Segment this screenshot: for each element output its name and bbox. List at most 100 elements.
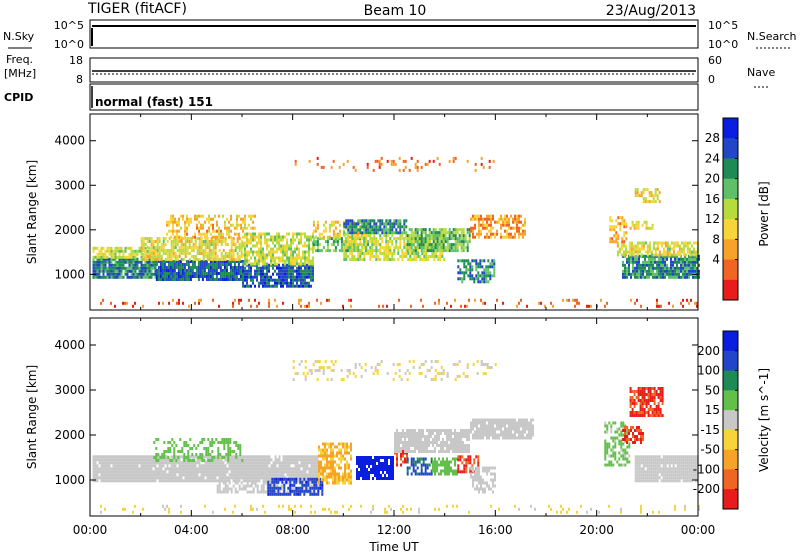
power-cell (385, 240, 388, 243)
power-cell (286, 272, 288, 276)
power-cell (478, 226, 480, 230)
power-cell (254, 275, 256, 279)
velocity-cell (322, 466, 324, 470)
velocity-cell (338, 481, 340, 485)
power-cell (620, 247, 623, 251)
power-cell (448, 237, 451, 241)
power-cell (288, 259, 290, 263)
power-cell (457, 271, 460, 275)
power-cell (634, 244, 637, 248)
power-cell (488, 235, 490, 239)
power-cell (161, 263, 164, 266)
velocity-cell (206, 461, 209, 465)
velocity-cell (140, 464, 143, 468)
velocity-cell (304, 455, 307, 459)
power-cell (377, 219, 380, 223)
power-cell (242, 235, 244, 239)
power-cell (230, 255, 233, 258)
power-cell (248, 241, 250, 245)
velocity-cell (315, 483, 318, 487)
power-cell (652, 263, 654, 267)
power-cell (232, 223, 234, 227)
power-cell (230, 252, 233, 255)
power-cell (399, 231, 402, 235)
power-cell (682, 304, 684, 308)
power-cell (463, 262, 466, 266)
power-cell (146, 275, 149, 279)
power-cell (648, 263, 650, 267)
power-cell (512, 235, 514, 239)
power-cell (343, 243, 346, 246)
power-cell (302, 262, 304, 266)
velocity-cell (288, 458, 291, 462)
power-cell (332, 159, 335, 163)
velocity-cell (140, 461, 143, 465)
power-cell (682, 263, 684, 267)
velocity-cell (299, 492, 302, 496)
power-cell (182, 243, 185, 246)
velocity-cell (264, 473, 267, 477)
velocity-cell (169, 459, 172, 462)
velocity-cell (332, 475, 334, 479)
power-cell (292, 272, 294, 276)
power-cell (678, 266, 680, 270)
power-cell (166, 232, 168, 236)
power-cell (163, 272, 166, 275)
power-cell (142, 237, 145, 240)
power-cell (520, 226, 522, 230)
power-cell (454, 231, 457, 235)
power-cell (240, 243, 243, 246)
power-cell (167, 278, 170, 281)
power-cell (106, 249, 109, 253)
power-cell (242, 226, 244, 230)
velocity-cell (258, 467, 261, 471)
velocity-cell (229, 438, 232, 441)
power-cell (304, 232, 306, 236)
power-cell (324, 229, 327, 233)
power-cell (104, 269, 107, 273)
power-cell (158, 237, 161, 240)
power-cell (218, 249, 221, 252)
power-cell (684, 241, 687, 245)
power-cell (391, 243, 394, 246)
velocity-cell (171, 459, 174, 462)
velocity-cell (276, 467, 279, 471)
power-cell (274, 256, 276, 260)
velocity-cell (199, 453, 202, 456)
nsky-strip: N.Sky 10^5 10^0 10^5 10^0 N.Search (3, 19, 797, 51)
power-cell (264, 284, 266, 288)
velocity-cell (138, 479, 141, 483)
power-cell (454, 237, 457, 241)
power-cell (242, 266, 244, 270)
power-cell (126, 255, 129, 259)
power-cell (94, 263, 97, 267)
power-cell (274, 262, 276, 266)
velocity-cell (180, 473, 183, 477)
velocity-cell (136, 455, 139, 459)
power-cell (136, 272, 139, 276)
power-cell (668, 269, 670, 273)
power-cell (493, 259, 496, 263)
power-cell (628, 257, 630, 261)
power-cell (248, 298, 250, 302)
velocity-cell (100, 461, 103, 465)
power-cell (395, 228, 398, 232)
velocity-cell (152, 473, 155, 477)
power-cell (628, 269, 630, 273)
velocity-cell (298, 455, 301, 459)
power-cell (454, 240, 457, 244)
velocity-cell (214, 464, 217, 468)
power-cell (379, 243, 382, 246)
velocity-cell (232, 479, 235, 483)
power-cell (180, 258, 183, 261)
power-cell (242, 217, 244, 221)
power-cell (389, 237, 392, 240)
power-cell (207, 266, 210, 269)
power-cell (158, 252, 161, 255)
velocity-cell (324, 466, 326, 470)
velocity-cell (295, 492, 298, 496)
velocity-cell (220, 467, 223, 471)
power-cell (403, 225, 406, 229)
power-cell (218, 232, 220, 236)
velocity-cell (318, 478, 320, 482)
